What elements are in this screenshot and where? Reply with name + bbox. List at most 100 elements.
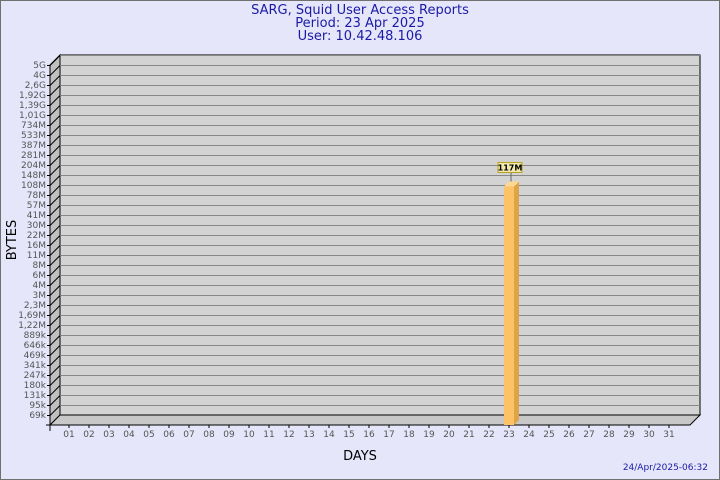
y-tick-diagonal xyxy=(49,55,61,66)
y-tick-diagonal xyxy=(49,385,61,396)
x-tick-label: 15 xyxy=(343,430,354,440)
y-tick-diagonal xyxy=(49,185,61,196)
y-tick-label: 469k xyxy=(24,351,47,361)
x-tick-label: 28 xyxy=(603,430,615,440)
y-tick-diagonal xyxy=(49,145,61,156)
x-tick-label: 08 xyxy=(203,430,215,440)
y-tick-diagonal xyxy=(49,205,61,216)
x-tick-label: 11 xyxy=(263,430,274,440)
y-tick-diagonal xyxy=(49,215,61,226)
y-tick-label: 69k xyxy=(29,411,46,421)
x-tick-label: 27 xyxy=(583,430,594,440)
x-tick-label: 14 xyxy=(323,430,335,440)
y-tick-label: 2,6G xyxy=(25,81,46,91)
y-tick-label: 204M xyxy=(21,161,46,171)
x-tick-label: 19 xyxy=(423,430,435,440)
x-tick-label: 21 xyxy=(463,430,474,440)
footer-timestamp: 24/Apr/2025-06:32 xyxy=(623,463,708,473)
x-tick-label: 22 xyxy=(483,430,494,440)
y-axis-label: BYTES xyxy=(5,220,20,261)
x-tick-label: 31 xyxy=(663,430,674,440)
y-tick-diagonal xyxy=(49,125,61,136)
y-tick-label: 341k xyxy=(24,361,47,371)
bar xyxy=(504,186,514,425)
x-tick-label: 05 xyxy=(143,430,154,440)
y-tick-diagonal xyxy=(49,165,61,176)
y-tick-diagonal xyxy=(49,85,61,96)
x-tick-label: 17 xyxy=(383,430,394,440)
x-tick-label: 16 xyxy=(363,430,375,440)
x-tick-label: 26 xyxy=(563,430,575,440)
y-tick-label: 57M xyxy=(27,201,46,211)
x-tick-label: 01 xyxy=(63,430,74,440)
y-tick-label: 1,39G xyxy=(19,101,46,111)
y-tick-diagonal xyxy=(49,315,61,326)
chart-title: SARG, Squid User Access Reports xyxy=(251,3,469,18)
y-tick-label: 148M xyxy=(21,171,46,181)
y-tick-diagonal xyxy=(49,175,61,186)
x-tick-label: 12 xyxy=(283,430,294,440)
y-tick-label: 78M xyxy=(27,191,46,201)
y-tick-diagonal xyxy=(49,395,61,406)
x-tick-label: 07 xyxy=(183,430,194,440)
y-tick-diagonal xyxy=(49,285,61,296)
y-tick-label: 889k xyxy=(24,331,47,341)
x-tick-label: 18 xyxy=(403,430,415,440)
x-tick-label: 25 xyxy=(543,430,554,440)
y-tick-label: 6M xyxy=(33,271,47,281)
y-tick-label: 11M xyxy=(27,251,46,261)
x-tick-label: 10 xyxy=(243,430,255,440)
y-tick-diagonal xyxy=(49,305,61,316)
y-tick-diagonal xyxy=(49,405,61,416)
y-tick-label: 1,92G xyxy=(19,91,46,101)
y-tick-label: 3M xyxy=(33,291,47,301)
x-tick-label: 03 xyxy=(103,430,114,440)
x-tick-label: 02 xyxy=(83,430,94,440)
y-tick-diagonal xyxy=(49,255,61,266)
y-tick-diagonal xyxy=(49,115,61,126)
y-tick-label: 646k xyxy=(24,341,47,351)
y-tick-label: 41M xyxy=(27,211,46,221)
x-axis-label: DAYS xyxy=(343,449,377,464)
y-tick-diagonal xyxy=(49,375,61,386)
chart-subtitle-period: Period: 23 Apr 2025 xyxy=(295,16,425,31)
x-tick-label: 23 xyxy=(503,430,514,440)
y-tick-label: 281M xyxy=(21,151,46,161)
chart-subtitle-user: User: 10.42.48.106 xyxy=(297,29,423,44)
y-tick-label: 16M xyxy=(27,241,46,251)
x-tick-label: 06 xyxy=(163,430,175,440)
y-tick-diagonal xyxy=(49,95,61,106)
y-tick-label: 1,22M xyxy=(18,321,46,331)
y-tick-label: 131k xyxy=(24,391,47,401)
y-tick-label: 1,69M xyxy=(18,311,46,321)
y-tick-label: 4G xyxy=(33,71,46,81)
y-tick-label: 8M xyxy=(33,261,47,271)
x-tick-label: 09 xyxy=(223,430,235,440)
x-tick-label: 24 xyxy=(523,430,535,440)
y-tick-label: 30M xyxy=(27,221,46,231)
plot-floor xyxy=(48,414,702,426)
y-tick-label: 95k xyxy=(29,401,46,411)
x-tick-label: 29 xyxy=(623,430,635,440)
x-tick-label: 13 xyxy=(303,430,314,440)
y-tick-label: 247k xyxy=(24,371,47,381)
x-tick-label: 04 xyxy=(123,430,135,440)
data-label: 117M xyxy=(498,163,523,172)
x-tick-label: 20 xyxy=(443,430,455,440)
y-tick-label: 4M xyxy=(33,281,47,291)
y-tick-diagonal xyxy=(49,365,61,376)
y-tick-label: 180k xyxy=(24,381,47,391)
y-tick-label: 108M xyxy=(21,181,46,191)
y-tick-diagonal xyxy=(49,275,61,286)
y-tick-diagonal xyxy=(49,65,61,76)
y-tick-label: 734M xyxy=(21,121,46,131)
y-tick-diagonal xyxy=(49,135,61,146)
y-tick-diagonal xyxy=(49,345,61,356)
y-tick-diagonal xyxy=(49,195,61,206)
y-tick-diagonal xyxy=(49,225,61,236)
x-tick-label: 30 xyxy=(643,430,655,440)
y-tick-diagonal xyxy=(49,295,61,306)
y-tick-diagonal xyxy=(49,75,61,86)
y-tick-label: 387M xyxy=(21,141,46,151)
data-label-box xyxy=(497,161,523,173)
